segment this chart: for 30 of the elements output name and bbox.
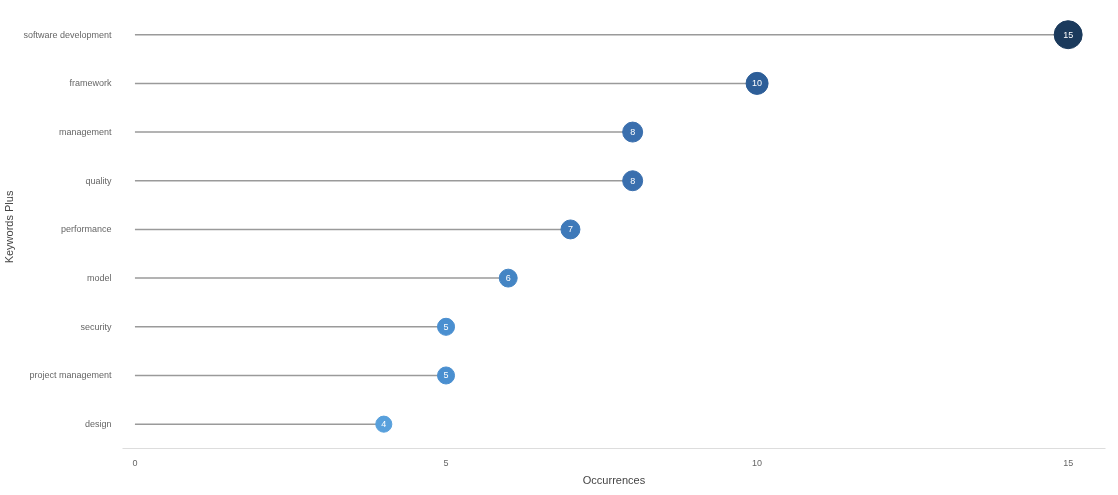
y-tick-label: framework	[69, 78, 112, 89]
x-axis-title: Occurrences	[582, 473, 646, 486]
data-label: 5	[443, 321, 449, 332]
y-axis-title: Keywords Plus	[3, 190, 16, 264]
point	[437, 317, 456, 336]
y-tick-label: management	[58, 127, 112, 138]
point	[498, 268, 518, 288]
y-tick-label: design	[84, 419, 112, 430]
data-label: 8	[630, 127, 636, 138]
y-tick-label: model	[86, 273, 112, 284]
point	[437, 366, 456, 385]
data-label: 5	[443, 370, 449, 381]
x-tick-label: 15	[1063, 457, 1074, 468]
point	[622, 121, 644, 143]
data-label: 4	[381, 419, 387, 430]
x-tick-label: 5	[443, 457, 449, 468]
point	[622, 170, 644, 192]
point	[560, 219, 581, 240]
x-tick-label: 0	[132, 457, 138, 468]
data-label: 15	[1063, 29, 1074, 40]
y-tick-label: software development	[23, 29, 112, 40]
x-tick-label: 10	[752, 457, 763, 468]
y-tick-label: project management	[29, 370, 112, 381]
y-tick-label: security	[80, 321, 112, 332]
y-tick-label: performance	[60, 224, 112, 235]
data-label: 6	[505, 273, 511, 284]
data-label: 8	[630, 175, 636, 186]
data-label: 10	[752, 78, 763, 89]
y-tick-label: quality	[85, 175, 112, 186]
data-label: 7	[567, 224, 573, 235]
